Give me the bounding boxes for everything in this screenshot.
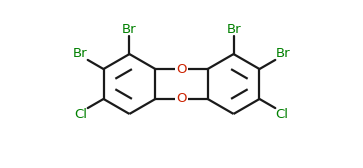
Text: O: O (176, 62, 187, 76)
Text: Br: Br (275, 47, 290, 60)
Text: O: O (176, 92, 187, 106)
Text: Cl: Cl (75, 108, 88, 121)
Text: Cl: Cl (275, 108, 288, 121)
Text: Br: Br (122, 23, 137, 36)
Text: Br: Br (73, 47, 88, 60)
Text: Br: Br (226, 23, 241, 36)
